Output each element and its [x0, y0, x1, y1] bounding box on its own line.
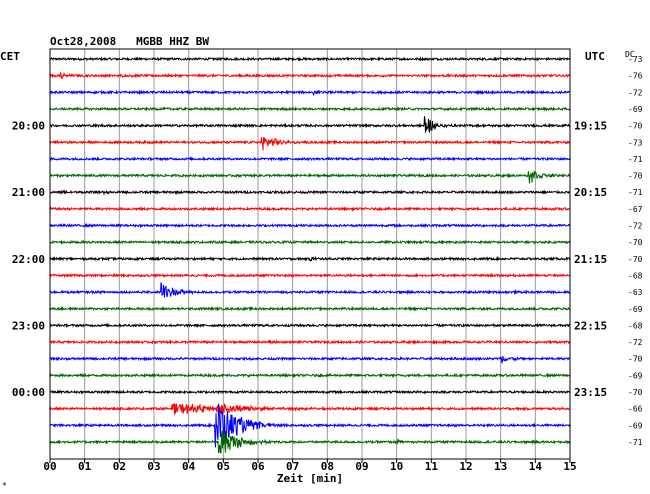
dc-offset-label: -70	[628, 355, 643, 364]
dc-offset-label: -76	[628, 72, 643, 81]
right-hour-label: 21:15	[574, 253, 607, 266]
dc-offset-labels: -73 -76 -72 -69 -70 -73 -71 -70 -71 -67 -72 -70 -70 -…	[628, 55, 643, 447]
dc-offset-label: -72	[628, 338, 643, 347]
dc-offset-label: -70	[628, 122, 643, 131]
dc-offset-label: -73	[628, 55, 643, 64]
x-tick-label: 13	[494, 460, 507, 473]
trace-line	[49, 322, 571, 329]
right-hour-label: 20:15	[574, 186, 607, 199]
trace-line	[49, 339, 571, 345]
left-hour-labels: 20:00 21:00 22:00 23:00 00:00	[12, 120, 45, 399]
x-axis-ticks: 00 01 02 03 04 05 06 07 08 09 10 11 12 13 14 15	[43, 459, 577, 473]
trace-line	[49, 255, 571, 262]
trace-line	[49, 305, 571, 312]
right-hour-label: 19:15	[574, 120, 607, 133]
x-tick-label: 09	[355, 460, 368, 473]
x-tick-label: 02	[113, 460, 126, 473]
left-hour-label: 22:00	[12, 253, 45, 266]
trace-line	[49, 106, 570, 112]
trace-line	[49, 403, 571, 448]
right-axis-label: UTC	[585, 50, 605, 63]
dc-offset-label: -69	[628, 105, 643, 114]
x-tick-label: 11	[425, 460, 439, 473]
dc-offset-label: -63	[628, 288, 643, 297]
x-tick-label: 07	[286, 460, 299, 473]
dc-offset-label: -71	[628, 438, 643, 447]
right-hour-label: 22:15	[574, 319, 607, 332]
trace-line	[49, 89, 571, 97]
dc-offset-label: -71	[628, 155, 643, 164]
x-tick-label: 10	[390, 460, 403, 473]
dc-offset-label: -67	[628, 205, 643, 214]
dc-offset-label: -72	[628, 222, 643, 231]
x-tick-label: 01	[78, 460, 92, 473]
dc-offset-label: -69	[628, 305, 643, 314]
dc-offset-label: -69	[628, 421, 643, 430]
dc-offset-label: -70	[628, 172, 643, 181]
trace-line	[49, 272, 571, 279]
trace-line	[49, 222, 571, 229]
x-tick-label: 08	[321, 460, 334, 473]
left-hour-label: 20:00	[12, 120, 45, 133]
dc-offset-label: -70	[628, 255, 643, 264]
seismic-traces	[49, 56, 571, 454]
trace-line	[49, 389, 571, 395]
trace-line	[49, 71, 571, 80]
dc-offset-label: -71	[628, 188, 643, 197]
dc-offset-label: -73	[628, 138, 643, 147]
right-hour-label: 23:15	[574, 386, 607, 399]
left-hour-label: 00:00	[12, 386, 45, 399]
trace-line	[50, 403, 571, 415]
trace-line	[49, 282, 571, 298]
dc-offset-label: -70	[628, 388, 643, 397]
x-tick-label: 05	[217, 460, 230, 473]
x-tick-label: 15	[563, 460, 576, 473]
x-tick-label: 04	[182, 460, 196, 473]
left-axis-label: CET	[0, 50, 20, 63]
x-tick-label: 03	[147, 460, 160, 473]
plot-frame	[49, 48, 571, 460]
dc-offset-label: -68	[628, 321, 643, 330]
chart-title: Oct28,2008 MGBB HHZ BW	[50, 35, 209, 48]
dc-header-label: DC	[625, 50, 635, 59]
trace-line	[49, 430, 570, 454]
dc-offset-label: -68	[628, 271, 643, 280]
trace-line	[49, 136, 571, 151]
right-hour-labels: 19:15 20:15 21:15 22:15 23:15	[574, 120, 607, 399]
trace-line	[49, 355, 571, 364]
trace-line	[49, 372, 571, 379]
trace-line	[49, 155, 571, 162]
trace-line	[49, 56, 571, 62]
trace-line	[49, 189, 571, 196]
x-tick-label: 00	[43, 460, 56, 473]
x-axis-label: Zeit [min]	[277, 472, 343, 485]
trace-line	[49, 116, 571, 133]
left-hour-label: 23:00	[12, 319, 45, 332]
trace-line	[49, 170, 571, 184]
dc-offset-label: -69	[628, 371, 643, 380]
trace-line	[49, 239, 571, 245]
corner-mark: *	[2, 481, 7, 490]
left-hour-label: 21:00	[12, 186, 45, 199]
x-tick-label: 06	[251, 460, 265, 473]
dc-offset-label: -72	[628, 88, 643, 97]
x-tick-label: 12	[459, 460, 472, 473]
dc-offset-label: -70	[628, 238, 643, 247]
dc-offset-label: -66	[628, 405, 643, 414]
trace-line	[49, 205, 571, 212]
x-tick-label: 14	[529, 460, 543, 473]
